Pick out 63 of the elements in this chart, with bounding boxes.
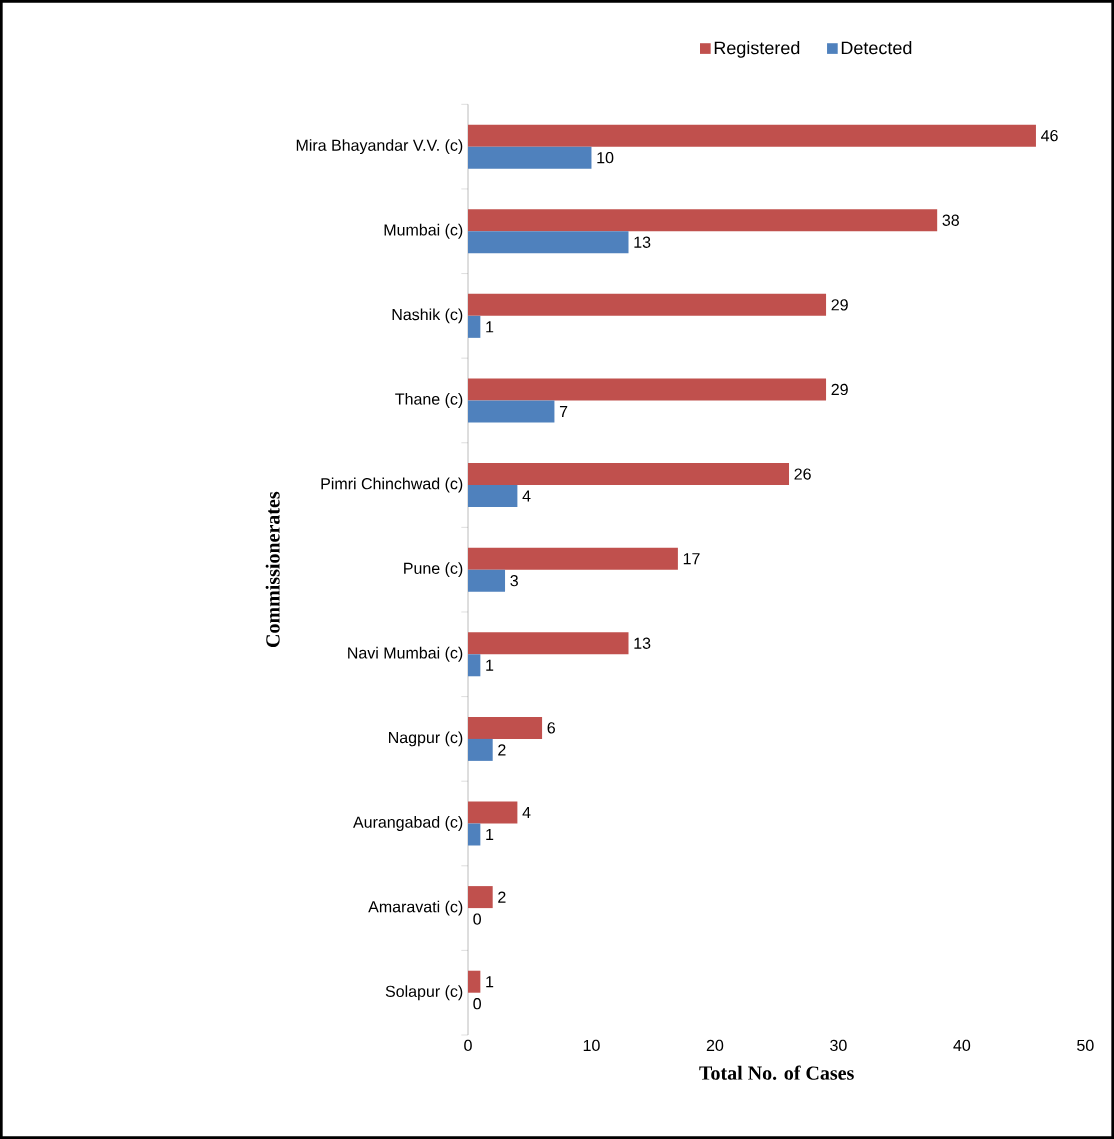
legend-label: Detected (841, 41, 912, 55)
y-tick-label: Aurangabad (c) (353, 816, 463, 831)
bar (468, 293, 827, 316)
bar (468, 632, 629, 655)
data-label: 4 (522, 807, 531, 818)
bar (468, 315, 481, 338)
bar (468, 146, 592, 169)
y-tick-label: Amaravati (c) (368, 900, 463, 916)
data-label: 4 (522, 490, 531, 502)
bar (468, 547, 678, 570)
bar (468, 886, 493, 909)
bar (468, 209, 938, 232)
x-tick-label: 20 (706, 1039, 724, 1052)
data-label: 6 (547, 722, 555, 734)
y-tick-label: Solapur (c) (385, 985, 463, 1001)
bar (468, 801, 518, 824)
legend-label: Registered (714, 41, 800, 58)
y-tick-label: Pune (c) (404, 562, 463, 578)
bar (468, 654, 481, 677)
data-label: 0 (473, 913, 481, 925)
x-tick-label: 30 (830, 1039, 847, 1052)
bar (468, 716, 543, 739)
data-label: 38 (942, 214, 959, 226)
data-label: 2 (498, 744, 506, 756)
y-tick-label: Nashik (c) (392, 308, 463, 324)
bar (468, 970, 481, 993)
bar (468, 231, 629, 254)
data-label: 7 (559, 405, 568, 417)
data-label: 1 (486, 829, 494, 840)
y-tick-label: Mira Bhayandar V.V. (c) (296, 139, 463, 155)
x-tick-label: 0 (464, 1039, 472, 1052)
data-label: 1 (486, 659, 494, 671)
data-label: 29 (831, 299, 848, 311)
x-tick-label: 40 (953, 1039, 971, 1052)
bar (468, 738, 493, 761)
y-tick-label: Nagpur (c) (389, 731, 463, 747)
y-tick-label: Navi Mumbai (c) (348, 646, 463, 662)
y-tick-label: Pimri Chinchwad (c) (321, 477, 463, 493)
x-tick-label: 10 (583, 1039, 600, 1052)
bar (468, 124, 1036, 147)
data-label: 10 (597, 151, 614, 164)
data-label: 17 (683, 553, 700, 565)
data-label: 46 (1041, 129, 1058, 142)
x-tick-label: 50 (1077, 1039, 1094, 1052)
data-label: 1 (486, 976, 494, 988)
bar (468, 569, 506, 592)
bar (468, 378, 827, 401)
data-label: 13 (634, 637, 651, 649)
data-label: 2 (498, 891, 506, 903)
data-label: 0 (473, 998, 481, 1010)
bar (468, 400, 555, 423)
y-tick-label: Mumbai (c) (384, 223, 463, 239)
y-axis-title: Commissionerates (265, 491, 280, 648)
data-label: 13 (634, 236, 651, 248)
data-label: 26 (794, 468, 811, 480)
bar (468, 485, 518, 508)
data-label: 29 (831, 383, 848, 396)
data-label: 3 (510, 575, 518, 587)
y-tick-label: Thane (c) (395, 393, 463, 408)
x-axis-title: Total No. of Cases (699, 1065, 854, 1080)
bar (468, 463, 790, 486)
data-label: 1 (486, 321, 494, 333)
bar (468, 823, 481, 846)
